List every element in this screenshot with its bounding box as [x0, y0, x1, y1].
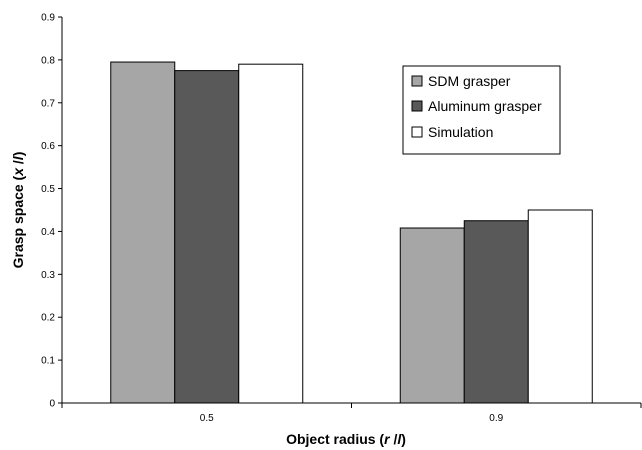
legend-label-aluminum: Aluminum grasper: [428, 98, 542, 114]
bar: [527, 209, 593, 404]
bar: [110, 61, 176, 404]
bar: [399, 227, 465, 404]
legend: SDM grasper Aluminum grasper Simulation: [402, 65, 561, 155]
y-axis-title-part: Grasp space (: [10, 175, 26, 268]
x-axis-title-var-l: l: [397, 431, 402, 447]
y-tick-label: 0.7: [41, 98, 55, 109]
bar: [238, 63, 304, 404]
legend-swatch-aluminum: [411, 100, 423, 112]
legend-label-sdm: SDM grasper: [428, 73, 511, 89]
y-tick-label: 0.3: [41, 270, 55, 281]
y-axis-title-var-l: l: [10, 155, 26, 160]
y-axis-title-var-x: x: [10, 167, 26, 177]
legend-swatch-sdm: [411, 75, 423, 87]
legend-label-simulation: Simulation: [428, 124, 493, 140]
y-tick-label: 0.9: [41, 13, 55, 24]
bar: [463, 220, 529, 404]
y-tick-label: 0.6: [41, 141, 55, 152]
y-axis-title-slash: /: [10, 160, 26, 168]
legend-box: [402, 65, 561, 155]
y-tick-label: 0.8: [41, 55, 55, 66]
y-ticks-layer: 0 0.1 0.2 0.3 0.4 0.5 0.6 0.7 0.8 0.9: [41, 13, 62, 410]
x-ticks-layer: 0.5 0.9: [61, 403, 642, 424]
y-axis-title: Grasp space (x /l): [10, 152, 26, 269]
x-tick-label: 0.9: [489, 413, 503, 424]
y-tick-label: 0.4: [41, 227, 55, 238]
x-tick-label: 0.5: [200, 413, 214, 424]
x-axis-title: Object radius (r /l): [286, 431, 406, 447]
x-axis-title-var-r: r: [384, 431, 391, 447]
legend-swatch-simulation: [411, 126, 423, 138]
bar: [174, 70, 240, 404]
y-axis-title-close: ): [10, 152, 26, 157]
y-tick-label: 0.1: [41, 356, 55, 367]
y-tick-label: 0: [49, 399, 55, 410]
y-tick-label: 0.5: [41, 184, 55, 195]
x-axis-title-close: ): [401, 431, 406, 447]
y-tick-label: 0.2: [41, 313, 55, 324]
x-axis-title-slash: /: [390, 431, 398, 447]
x-axis-title-part: Object radius (: [286, 431, 384, 447]
bars-layer: [110, 61, 593, 404]
